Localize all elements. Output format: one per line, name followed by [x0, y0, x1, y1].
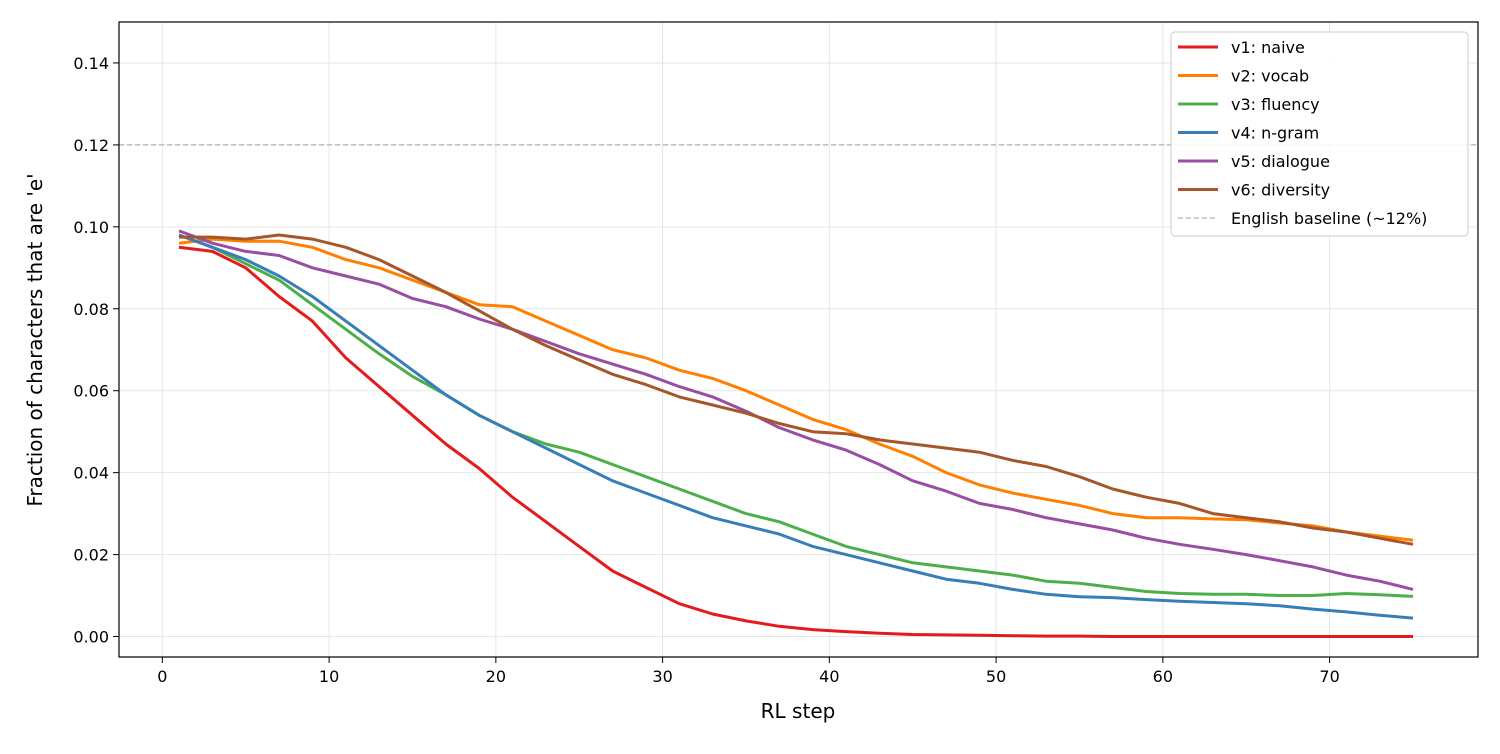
legend-label: v3: fluency	[1231, 95, 1320, 114]
x-tick-label: 0	[157, 667, 167, 686]
x-tick-label: 70	[1319, 667, 1339, 686]
series-line-2	[178, 237, 1414, 542]
series-lines	[178, 229, 1414, 638]
legend-label: v1: naive	[1231, 38, 1305, 57]
y-tick-label: 0.04	[73, 464, 109, 483]
series-line-6	[179, 233, 1414, 546]
series-line-4	[178, 233, 1414, 620]
y-tick-label: 0.06	[73, 382, 109, 401]
legend-box	[1170, 31, 1469, 237]
x-tick-label: 10	[319, 667, 339, 686]
y-axis-ticks: 0.00 0.02 0.04 0.06 0.08 0.10 0.12 0.14	[73, 54, 119, 647]
x-tick-label: 30	[652, 667, 672, 686]
y-tick-label: 0.10	[73, 218, 109, 237]
x-tick-label: 20	[486, 667, 506, 686]
x-axis-ticks: 0 10 20 30 40 50 60 70	[157, 657, 1340, 686]
y-axis-label: Fraction of characters that are 'e'	[23, 173, 47, 506]
y-tick-label: 0.00	[73, 628, 109, 647]
legend: v1: naive v2: vocab v3: fluency v4: n-gram v…	[1170, 31, 1469, 237]
series-line-1	[178, 245, 1413, 638]
y-tick-label: 0.12	[73, 136, 109, 155]
y-tick-label: 0.02	[73, 546, 109, 565]
series-line-3	[178, 233, 1414, 598]
plot-frame	[118, 21, 1479, 658]
x-tick-label: 40	[819, 667, 839, 686]
legend-label: English baseline (~12%)	[1231, 209, 1427, 228]
x-axis-label: RL step	[761, 699, 836, 723]
legend-label: v2: vocab	[1231, 67, 1309, 86]
x-tick-label: 60	[1153, 667, 1173, 686]
y-tick-label: 0.14	[73, 54, 109, 73]
x-tick-label: 50	[986, 667, 1006, 686]
legend-label: v6: diversity	[1231, 181, 1330, 200]
legend-label: v4: n-gram	[1231, 124, 1319, 143]
legend-label: v5: dialogue	[1231, 152, 1330, 171]
y-tick-label: 0.08	[73, 300, 109, 319]
series-line-5	[178, 229, 1414, 591]
